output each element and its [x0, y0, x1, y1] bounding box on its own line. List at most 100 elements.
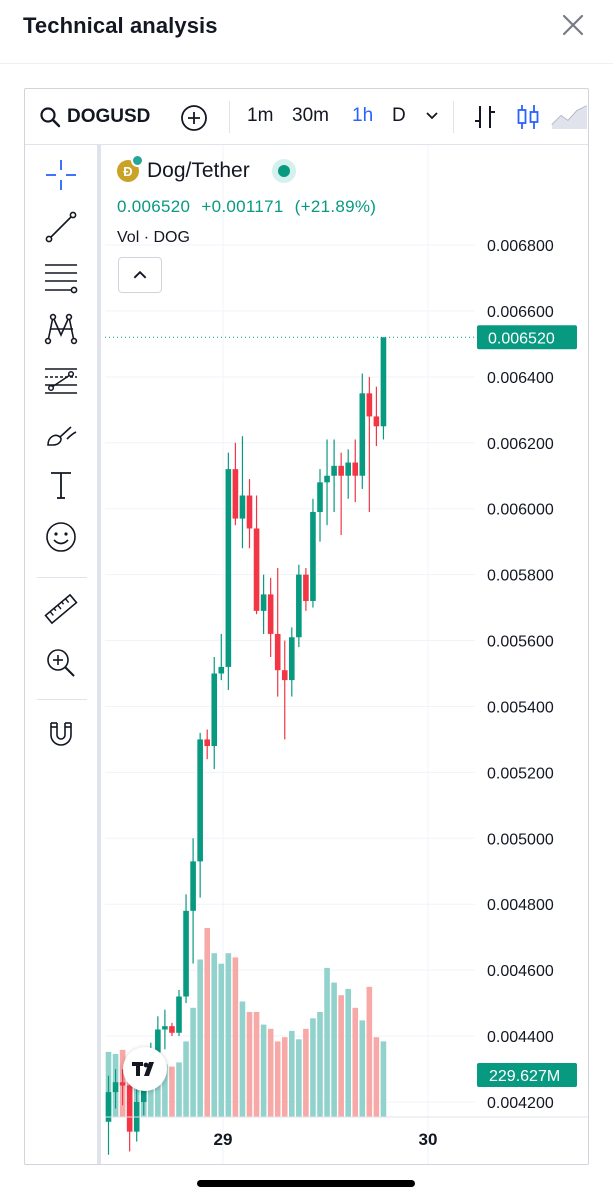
volume-bar: [310, 1018, 316, 1117]
candle-body: [218, 666, 225, 674]
volume-bar: [359, 1020, 366, 1117]
candle-body: [169, 1026, 175, 1033]
candle-body: [324, 475, 330, 483]
candle-body: [274, 633, 281, 671]
tradingview-logo-icon[interactable]: [123, 1047, 167, 1091]
candle-body: [246, 495, 253, 529]
area-chart-type-icon[interactable]: [551, 103, 587, 131]
candle-body: [183, 910, 189, 997]
fib-retracement-icon[interactable]: [43, 260, 79, 296]
zoom-in-icon[interactable]: [43, 645, 79, 681]
price-tick-label: 0.004200: [487, 1095, 554, 1112]
price-tick-label: 0.005600: [487, 634, 554, 651]
volume-bar: [218, 963, 225, 1117]
price-tick-label: 0.004400: [487, 1029, 554, 1046]
legend-collapse-button[interactable]: [118, 257, 162, 293]
candle-body: [239, 495, 246, 519]
candle-body: [190, 861, 196, 911]
last-price-badge: [477, 325, 577, 350]
interval-1m[interactable]: 1m: [247, 105, 274, 126]
legend-change: +0.001171: [201, 197, 284, 216]
candle-body: [105, 1092, 112, 1122]
volume-bar: [211, 953, 218, 1117]
price-tick-label: 0.006400: [487, 370, 554, 387]
volume-bar: [281, 1037, 288, 1117]
volume-value-badge: [477, 1063, 577, 1087]
chart-widget: DOGUSD 1m 30m 1h D: [24, 88, 589, 1165]
price-tick-label: 0.005000: [487, 831, 554, 848]
volume-bar: [148, 1066, 154, 1117]
symbol-search-button[interactable]: DOGUSD: [39, 103, 150, 131]
time-tick-label: 30: [419, 1130, 438, 1149]
candle-body: [204, 739, 210, 747]
chevron-down-icon[interactable]: [425, 109, 439, 123]
chart-legend: Ð Dog/Tether: [117, 154, 296, 183]
close-icon[interactable]: [558, 10, 588, 40]
volume-value-label: 229.627M: [489, 1068, 560, 1085]
volume-bar: [183, 1041, 189, 1117]
symbol-name: Dog/Tether: [147, 159, 250, 182]
price-tick-label: 0.004800: [487, 897, 554, 914]
crosshair-icon[interactable]: [43, 157, 79, 193]
volume-bar: [260, 1024, 267, 1117]
volume-bar: [204, 928, 210, 1117]
interval-1h[interactable]: 1h: [352, 105, 374, 126]
volume-bar: [352, 1007, 359, 1117]
volume-bar: [232, 957, 239, 1117]
dialog-title: Technical analysis: [23, 13, 218, 38]
market-open-icon: [271, 159, 296, 183]
price-change-row: 0.006520 +0.001171 (+21.89%): [117, 197, 376, 217]
interval-d[interactable]: D: [392, 105, 406, 126]
volume-bar: [303, 1028, 309, 1117]
candle-body: [352, 462, 359, 476]
coin-letter: Ð: [123, 163, 133, 179]
candle-body: [345, 462, 351, 476]
home-indicator: [197, 1180, 415, 1187]
volume-bar: [155, 1068, 161, 1117]
volume-bar: [338, 995, 344, 1117]
price-chart[interactable]: 0.006800 0.006600 0.006400 0.006200 0.006000…: [105, 145, 588, 1165]
price-tick-label: 0.006000: [487, 502, 554, 519]
legend-price: 0.006520: [117, 197, 191, 216]
drawing-toolbar: [25, 145, 101, 1164]
emoji-icon[interactable]: [43, 519, 79, 555]
chart-pane[interactable]: 0.006800 0.006600 0.006400 0.006200 0.006000…: [105, 145, 588, 1165]
volume-bar: [274, 1041, 281, 1117]
candles-chart-type-icon[interactable]: [514, 103, 542, 131]
interval-30m[interactable]: 30m: [292, 105, 329, 126]
trend-line-icon[interactable]: [43, 209, 79, 245]
price-tick-label: 0.006600: [487, 304, 554, 321]
volume-bar: [289, 1030, 295, 1117]
bar-chart-type-icon[interactable]: [471, 103, 499, 131]
ruler-icon[interactable]: [43, 591, 79, 627]
forecast-icon[interactable]: [43, 363, 79, 399]
price-tick-label: 0.006200: [487, 436, 554, 453]
volume-indicator-label[interactable]: Vol · DOG: [117, 229, 190, 246]
magnet-icon[interactable]: [43, 715, 79, 751]
candle-body: [373, 416, 380, 427]
last-price-label: 0.006520: [488, 330, 555, 347]
candle-body: [211, 673, 218, 747]
volume-bar: [197, 959, 203, 1117]
volume-bar: [296, 1039, 302, 1117]
volume-bar: [366, 986, 373, 1117]
candle-body: [253, 528, 260, 611]
volume-bar: [380, 1041, 387, 1117]
volume-bar: [190, 1007, 196, 1117]
compare-add-icon[interactable]: [179, 103, 209, 133]
legend-change-pct: (+21.89%): [294, 197, 377, 216]
candle-body: [162, 1026, 168, 1030]
dog-coin-icon: Ð: [117, 154, 144, 182]
candle-body: [289, 637, 295, 681]
candle-body: [225, 469, 232, 667]
candle-body: [380, 337, 387, 427]
sidebar-divider: [37, 699, 87, 700]
pattern-icon[interactable]: [43, 311, 79, 347]
search-icon: [40, 107, 61, 128]
brush-icon[interactable]: [43, 415, 79, 451]
volume-bar: [176, 1062, 182, 1117]
toolbar-divider: [229, 101, 230, 133]
price-tick-label: 0.005400: [487, 699, 554, 716]
text-tool-icon[interactable]: [43, 467, 79, 503]
candle-body: [310, 511, 316, 601]
